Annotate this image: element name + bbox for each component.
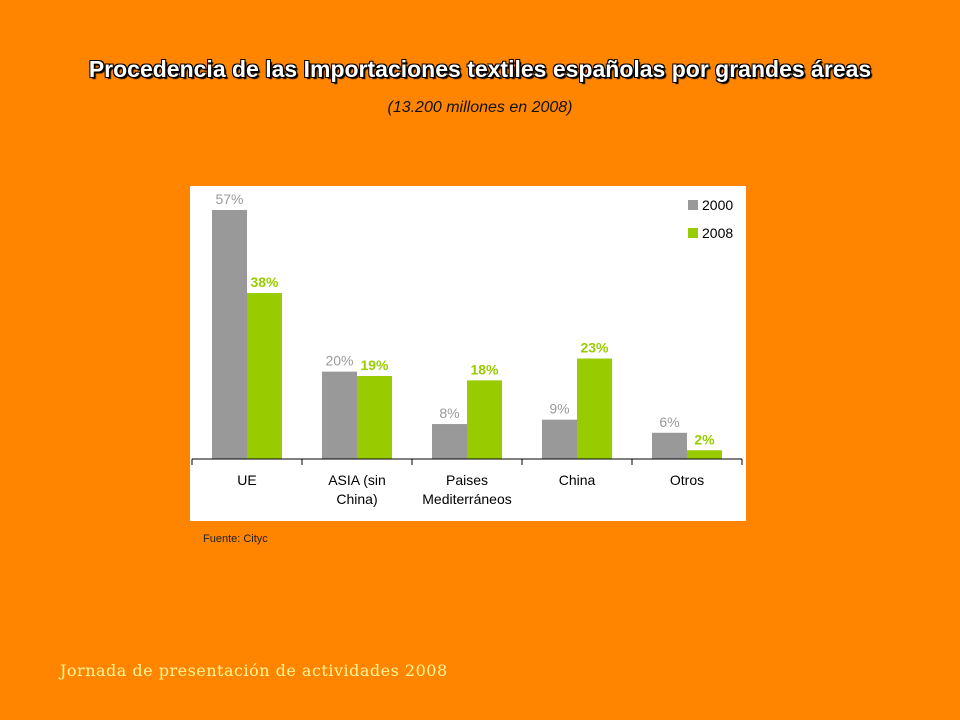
bar-2000-4 [652, 432, 687, 459]
data-label-2000-1: 20% [325, 353, 353, 369]
data-label-2008-3: 23% [580, 340, 609, 356]
data-label-2008-1: 19% [360, 357, 389, 373]
chart-subtitle: (13.200 millones en 2008) [387, 99, 573, 116]
legend-label-2008: 2008 [702, 225, 733, 241]
data-label-2000-2: 8% [439, 405, 459, 421]
category-label-0: UE [237, 472, 256, 488]
bar-2000-2 [432, 424, 467, 459]
chart-title: Procedencia de las Importaciones textile… [88, 56, 872, 82]
bar-2008-3 [577, 358, 612, 459]
data-label-2000-4: 6% [659, 414, 679, 430]
data-label-2008-0: 38% [250, 274, 279, 290]
category-label-2: Paises Mediterráneos [422, 472, 512, 507]
bar-2000-1 [322, 371, 357, 459]
bar-2008-0 [247, 293, 282, 459]
source-note: Fuente: Cityc [203, 533, 268, 545]
data-label-2000-0: 57% [215, 191, 243, 207]
data-label-2008-4: 2% [694, 431, 715, 447]
bar-chart: 57% 38% UE 20% 19% ASIA (sin China) 8% 18% Paises… [191, 191, 743, 507]
legend-label-2000: 2000 [702, 197, 733, 213]
chart-area: 57% 38% UE 20% 19% ASIA (sin China) 8% 18% Paises… [190, 186, 746, 521]
bar-2008-4 [687, 450, 722, 459]
bar-2000-3 [542, 419, 577, 459]
legend-swatch-2000 [688, 200, 698, 210]
category-label-4: Otros [670, 472, 704, 488]
bar-2000-0 [212, 210, 247, 459]
data-label-2000-3: 9% [549, 401, 569, 417]
bar-2008-2 [467, 380, 502, 459]
footer-text: Jornada de presentación de actividades 2… [60, 661, 448, 680]
legend-swatch-2008 [688, 228, 698, 238]
data-label-2008-2: 18% [470, 361, 499, 377]
bar-2008-1 [357, 376, 392, 459]
category-label-1: ASIA (sin China) [328, 472, 386, 507]
category-label-3: China [559, 472, 596, 488]
